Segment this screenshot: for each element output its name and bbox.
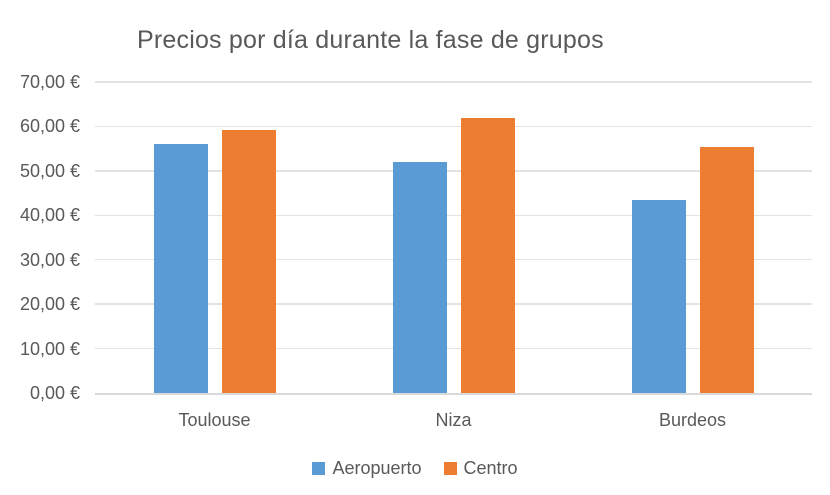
gridline [95, 214, 812, 217]
y-tick-label: 60,00 € [19, 116, 80, 137]
legend: Aeropuerto Centro [0, 458, 830, 479]
legend-swatch-icon [443, 462, 457, 475]
legend-item-centro: Centro [443, 458, 518, 479]
chart-title: Precios por día durante la fase de grupo… [137, 26, 604, 54]
x-category-label-burdeos: Burdeos [658, 410, 727, 430]
gridline [95, 170, 812, 172]
bar-aeropuerto-niza [392, 161, 447, 393]
y-tick-label: 0,00 € [29, 383, 80, 403]
y-tick-label: 30,00 € [19, 249, 80, 270]
y-tick-label: 70,00 € [19, 72, 80, 92]
gridline [95, 303, 812, 305]
legend-label: Aeropuerto [332, 458, 422, 478]
y-tick-label: 50,00 € [19, 160, 80, 181]
bar-aeropuerto-burdeos [631, 200, 686, 393]
x-category-label-toulouse: Toulouse [178, 410, 251, 430]
x-category-label-niza: Niza [435, 410, 472, 430]
legend-label: Centro [463, 458, 518, 478]
bar-aeropuerto-toulouse [153, 144, 208, 393]
y-tick-label: 10,00 € [19, 338, 80, 359]
gridline [95, 81, 812, 83]
gridline [95, 125, 812, 128]
y-tick-label: 20,00 € [19, 294, 80, 315]
bar-centro-toulouse [221, 129, 276, 393]
gridline [95, 347, 812, 350]
bar-centro-niza [460, 118, 515, 393]
plot-area [95, 81, 812, 395]
y-tick-label: 40,00 € [19, 205, 80, 226]
gridline [95, 258, 812, 261]
bar-centro-burdeos [699, 146, 754, 393]
legend-item-aeropuerto: Aeropuerto [312, 458, 422, 479]
legend-swatch-icon [312, 462, 326, 475]
